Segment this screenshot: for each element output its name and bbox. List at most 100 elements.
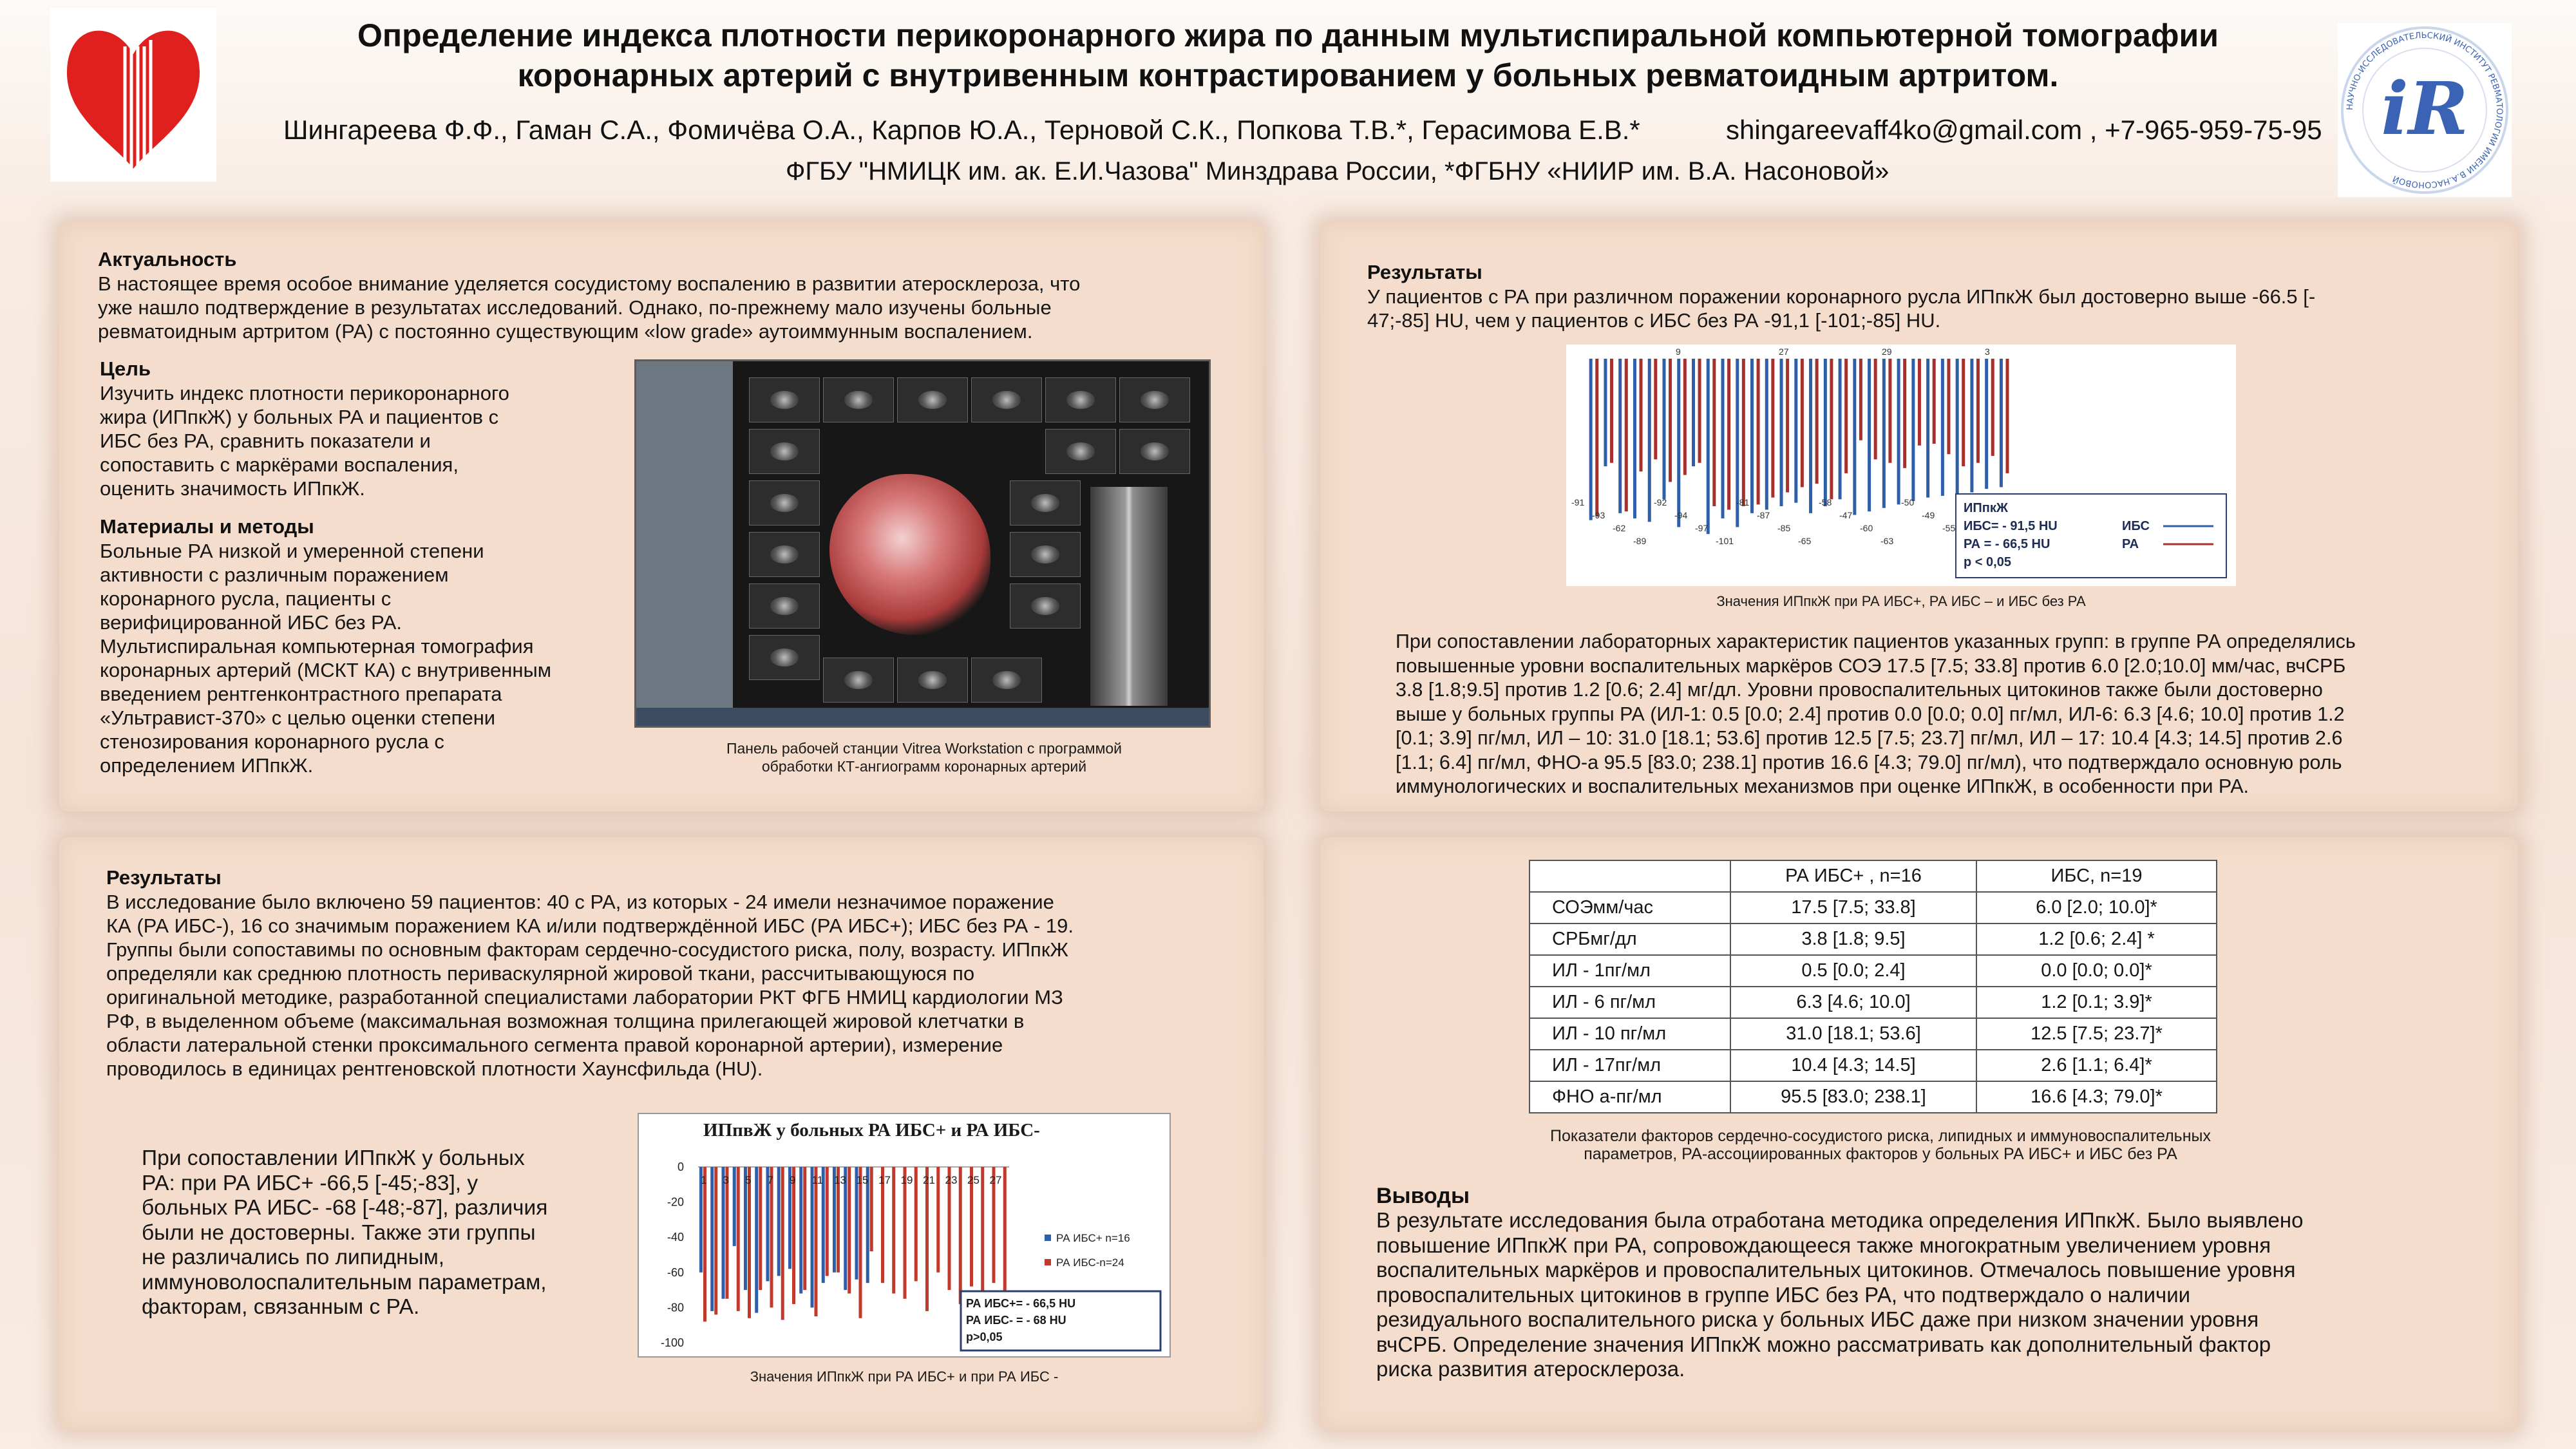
results-heading-top: Результаты bbox=[1367, 261, 1482, 283]
chart1-bar bbox=[1868, 359, 1871, 512]
table-row: ИЛ - 17пг/мл 10.4 [4.3; 14.5] 2.6 [1.1; 6.… bbox=[1529, 1049, 2217, 1082]
chart2-bar bbox=[1003, 1167, 1007, 1308]
text-line: больных РА ИБС- -68 [-48;-87], различия bbox=[142, 1196, 548, 1220]
chart1-bar bbox=[1727, 359, 1731, 510]
table-header-cell bbox=[1529, 860, 1731, 893]
chart1-value-label: -89 bbox=[1633, 536, 1646, 546]
chart1-value-label: -101 bbox=[1716, 536, 1734, 546]
chart2-bar bbox=[855, 1167, 858, 1280]
chart1-value-label: -93 bbox=[1592, 510, 1605, 520]
chart1-bar bbox=[1800, 359, 1804, 488]
chart2-bar bbox=[699, 1167, 703, 1273]
chart2-bar bbox=[970, 1167, 973, 1287]
results-heading-bottom: Результаты bbox=[106, 866, 222, 889]
chart2-xtick: 11 bbox=[812, 1174, 824, 1186]
chart1-bar bbox=[1903, 359, 1907, 468]
text-line: выше у больных группы РА (ИЛ-1: 0.5 [0.0… bbox=[1396, 703, 2345, 725]
chart2-bar bbox=[925, 1167, 929, 1311]
chart1-top-label: 3 bbox=[1985, 346, 1990, 357]
chart2-bar bbox=[703, 1167, 706, 1322]
text-line: оценить значимость ИПпкЖ. bbox=[100, 477, 365, 500]
text-line: 3.8 [1.8;9.5] против 1.2 [0.6; 2.4] мг/д… bbox=[1396, 679, 2323, 701]
relevance-text: В настоящее время особое внимание уделяе… bbox=[98, 272, 1080, 343]
text-line: Больные РА низкой и умеренной степени bbox=[100, 540, 484, 562]
text-line: Группы были сопоставимы по основным факт… bbox=[106, 938, 1069, 961]
chart2-xtick: 1 bbox=[701, 1174, 706, 1186]
conclusions-text: В результате исследования была отработан… bbox=[1376, 1208, 2303, 1382]
chart1-bar bbox=[1955, 359, 1959, 495]
chart1-bar bbox=[1873, 359, 1877, 460]
chart1-bar bbox=[1830, 359, 1833, 500]
title-line-2: коронарных артерий с внутривенным контра… bbox=[517, 57, 2059, 93]
chart1-bar bbox=[1962, 359, 1965, 467]
chart2-stats-line: РА ИБС- = - 68 HU bbox=[966, 1314, 1066, 1327]
text-line: провоспалительных цитокинов в группе ИБС… bbox=[1376, 1282, 2191, 1307]
chart2-legend-label: РА ИБС-n=24 bbox=[1056, 1256, 1124, 1269]
chart1-bar bbox=[1610, 359, 1614, 463]
chart1-bar bbox=[1756, 359, 1760, 505]
chart2-bar bbox=[903, 1167, 907, 1299]
table-cell: 17.5 [7.5; 33.8] bbox=[1730, 891, 1977, 924]
chart2-bar bbox=[892, 1167, 896, 1294]
text-line: резидуального воспалительного риска у бо… bbox=[1376, 1307, 2259, 1331]
chart1-bar bbox=[1624, 359, 1628, 512]
chart1-bar bbox=[1844, 359, 1848, 473]
chart1-bar bbox=[1815, 359, 1819, 484]
table-row: ИЛ - 10 пг/мл 31.0 [18.1; 53.6] 12.5 [7.5;… bbox=[1529, 1018, 2217, 1050]
heart-render bbox=[829, 474, 990, 635]
chart1-value-label: -55 bbox=[1942, 523, 1955, 533]
chart2-bar bbox=[869, 1167, 873, 1252]
relevance-heading: Актуальность bbox=[98, 248, 237, 270]
chart2-legend-label: РА ИБС+ n=16 bbox=[1056, 1232, 1130, 1244]
chart1-area-right bbox=[2017, 359, 2210, 513]
chart1-bar bbox=[1932, 359, 1936, 444]
chart1-value-label: -87 bbox=[1757, 510, 1770, 520]
ct-workstation-image bbox=[634, 359, 1211, 728]
chart1-bar bbox=[1853, 359, 1857, 515]
table-cell: 1.2 [0.1; 3.9]* bbox=[1976, 986, 2217, 1019]
text-line: были не достоверны. Также эти группы bbox=[142, 1220, 536, 1245]
chart2-xtick: 7 bbox=[768, 1174, 773, 1186]
chart1-legend-line: РА = - 66,5 HU bbox=[1964, 537, 2050, 551]
chart2-xtick: 13 bbox=[834, 1174, 846, 1186]
chart1-bar bbox=[1654, 359, 1658, 460]
chart2-ytick: -20 bbox=[667, 1196, 684, 1209]
caption-line: обработки КТ-ангиограмм коронарных артер… bbox=[761, 758, 1087, 775]
chart1-bar bbox=[1669, 359, 1672, 482]
chart1-value-label: -62 bbox=[1613, 523, 1625, 533]
chart2-xtick: 27 bbox=[990, 1174, 1002, 1186]
text-line: [0.1; 3.9] пг/мл, ИЛ – 10: 31.0 [18.1; 5… bbox=[1396, 727, 2343, 749]
text-line: уже нашло подтверждение в результатах ис… bbox=[98, 296, 1052, 319]
chart1-value-label: -85 bbox=[1777, 523, 1790, 533]
text-line: [1.1; 6.4] пг/мл, ФНО-а 95.5 [83.0; 238.… bbox=[1396, 751, 2342, 773]
table-cell: СРБмг/дл bbox=[1529, 923, 1731, 956]
table-cell: ФНО а-пг/мл bbox=[1529, 1081, 1731, 1113]
chart1-caption: Значения ИПпкЖ при РА ИБС+, РА ИБС – и И… bbox=[1716, 593, 2086, 609]
chart2-bar bbox=[821, 1167, 825, 1283]
text-line: повышенные уровни воспалительных маркёро… bbox=[1396, 654, 2346, 677]
chart2-bar bbox=[814, 1167, 818, 1317]
chart2-xtick: 25 bbox=[967, 1174, 980, 1186]
text-line: коронарного русла, пациенты с bbox=[100, 587, 392, 610]
chart2-xtick: 23 bbox=[945, 1174, 958, 1186]
chart1-bar bbox=[1985, 359, 1989, 489]
chart2-bar bbox=[732, 1167, 736, 1246]
chart1-value-label: -58 bbox=[1819, 497, 1832, 507]
methods-heading: Материалы и методы bbox=[100, 515, 314, 538]
chart2-bar bbox=[803, 1167, 807, 1291]
chart1-bar bbox=[1917, 359, 1921, 446]
chart1-bar bbox=[1809, 359, 1813, 513]
text-line: иммуноволоспалительным параметрам, bbox=[142, 1270, 547, 1294]
text-line: стенозирования коронарного русла с bbox=[100, 730, 444, 753]
chart1-value-label: -91 bbox=[1571, 497, 1584, 507]
chart1-bar bbox=[1633, 359, 1636, 518]
chart2-bar bbox=[766, 1167, 770, 1282]
chart2-bar bbox=[781, 1167, 784, 1320]
chart1-bar bbox=[1706, 359, 1710, 535]
text-line: верифицированной ИБС без РА. bbox=[100, 611, 402, 634]
table-row: ИЛ - 1пг/мл 0.5 [0.0; 2.4] 0.0 [0.0; 0.0]* bbox=[1529, 954, 2217, 987]
ipp-groups-chart: 9 27 29 3 -91 -93 -62 -89 -92 -94 -97 -101 -81 -87 -85… bbox=[1566, 345, 2236, 586]
text-line: риска развития атеросклероза. bbox=[1376, 1357, 1685, 1381]
methods-text: Больные РА низкой и умеренной степени ак… bbox=[100, 539, 551, 777]
chart2-bar bbox=[833, 1167, 836, 1273]
